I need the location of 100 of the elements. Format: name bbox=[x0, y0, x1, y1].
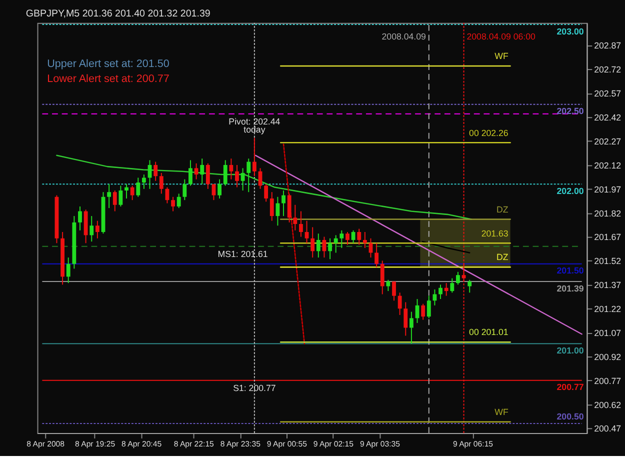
candlestick bbox=[188, 160, 192, 186]
candlestick bbox=[90, 216, 94, 242]
candlestick bbox=[235, 164, 239, 188]
candlestick bbox=[112, 190, 117, 212]
x-tick-label: 8 Apr 2008 bbox=[26, 439, 66, 448]
x-tick-label: 8 Apr 19:25 bbox=[74, 439, 116, 448]
x-tick-label: 8 Apr 20:45 bbox=[122, 439, 162, 448]
candlestick bbox=[229, 158, 234, 180]
candlestick bbox=[450, 278, 454, 294]
y-tick-label: 202.27 bbox=[594, 136, 622, 146]
candlestick bbox=[159, 172, 164, 194]
candlestick bbox=[276, 196, 280, 226]
y-tick-label: 200.47 bbox=[594, 424, 622, 434]
ref-line-label: 200.77 bbox=[556, 382, 584, 392]
candlestick bbox=[386, 279, 390, 292]
candlestick bbox=[287, 193, 292, 223]
candlestick bbox=[223, 160, 228, 186]
series-label: WF bbox=[494, 51, 509, 62]
candlestick bbox=[171, 196, 175, 212]
candlestick bbox=[444, 282, 448, 296]
candlestick bbox=[200, 158, 204, 185]
candlestick bbox=[124, 184, 128, 199]
chart-title: GBPJPY,M5 201.36 201.40 201.32 201.39 bbox=[26, 8, 210, 20]
candlestick bbox=[293, 204, 298, 231]
candlestick bbox=[176, 193, 181, 209]
ref-line-label: 201.00 bbox=[556, 346, 584, 356]
x-tick-label: 9 Apr 03:35 bbox=[360, 439, 401, 448]
line-series bbox=[56, 154, 472, 220]
y-tick-label: 201.97 bbox=[594, 184, 622, 194]
candlestick bbox=[78, 206, 82, 231]
ref-line-label: 2008.04.09 06:00 bbox=[466, 32, 536, 42]
candlestick bbox=[421, 303, 426, 320]
candlestick bbox=[432, 288, 437, 306]
candlestick bbox=[346, 232, 350, 246]
ref-line-label: 201.39 bbox=[556, 283, 584, 294]
x-tick-label: 8 Apr 22:15 bbox=[174, 439, 215, 448]
candlestick bbox=[299, 210, 303, 238]
y-tick-label: 202.72 bbox=[594, 64, 622, 75]
x-tick-label: 8 Apr 23:35 bbox=[220, 439, 262, 448]
y-tick-label: 200.92 bbox=[594, 352, 622, 362]
candlestick bbox=[380, 260, 384, 295]
candlestick bbox=[84, 209, 88, 244]
y-tick-label: 201.07 bbox=[594, 328, 622, 338]
candlestick bbox=[66, 257, 70, 284]
series-label: DZ bbox=[496, 252, 509, 262]
candlestick bbox=[310, 226, 315, 258]
candlestick bbox=[328, 238, 332, 260]
candlestick bbox=[252, 137, 256, 177]
candlestick bbox=[374, 242, 379, 268]
candlestick bbox=[240, 168, 245, 191]
series-label: WF bbox=[494, 407, 509, 418]
candlestick bbox=[340, 230, 344, 248]
candlestick bbox=[468, 279, 472, 294]
y-tick-label: 201.52 bbox=[594, 256, 622, 266]
x-tick-label: 9 Apr 06:15 bbox=[452, 439, 494, 448]
series-label: 201.63 bbox=[481, 228, 508, 238]
candlestick bbox=[404, 302, 408, 336]
candlestick bbox=[282, 190, 286, 217]
y-tick-label: 202.87 bbox=[594, 40, 622, 51]
candlestick bbox=[270, 192, 274, 222]
candlestick bbox=[154, 161, 158, 182]
ref-line-label: 201.50 bbox=[556, 266, 584, 276]
annotation: MS1: 201.61 bbox=[218, 249, 268, 260]
annotation: Upper Alert set at: 201.50 bbox=[47, 58, 170, 70]
candlestick bbox=[182, 178, 187, 201]
y-tick-label: 202.57 bbox=[594, 88, 622, 99]
y-tick-label: 200.77 bbox=[594, 376, 622, 386]
candlestick bbox=[246, 158, 251, 193]
candlestick bbox=[357, 228, 362, 246]
candlestick bbox=[95, 220, 100, 239]
candlestick bbox=[362, 232, 367, 248]
ref-line-label: 200.50 bbox=[556, 412, 584, 422]
candlestick bbox=[398, 292, 402, 316]
candlestick bbox=[206, 162, 210, 190]
annotation: S1: 200.77 bbox=[233, 383, 276, 394]
candlestick bbox=[130, 185, 134, 201]
y-tick-label: 201.37 bbox=[594, 280, 622, 290]
candlestick bbox=[107, 184, 112, 209]
candlestick bbox=[142, 174, 146, 190]
candlestick bbox=[392, 280, 396, 302]
y-tick-label: 202.42 bbox=[594, 112, 622, 123]
series-label: 00 202.26 bbox=[469, 128, 508, 138]
candlestick bbox=[218, 178, 222, 199]
ref-line-label: 202.50 bbox=[556, 106, 584, 116]
y-tick-label: 200.62 bbox=[594, 400, 622, 410]
annotation: Lower Alert set at: 200.77 bbox=[47, 72, 170, 85]
candlestick bbox=[334, 234, 338, 254]
candlestick bbox=[409, 311, 414, 344]
ref-line-label: 2008.04.09 bbox=[382, 32, 426, 42]
candlestick bbox=[304, 220, 309, 244]
y-tick-label: 202.12 bbox=[594, 160, 622, 170]
y-tick-label: 201.67 bbox=[594, 232, 622, 242]
candlestick bbox=[264, 184, 268, 202]
ref-line-label: 202.00 bbox=[556, 186, 584, 196]
x-tick-label: 9 Apr 02:15 bbox=[313, 439, 354, 448]
x-tick-label: 9 Apr 00:55 bbox=[266, 439, 308, 448]
candlestick bbox=[212, 184, 216, 201]
annotation: today bbox=[244, 124, 266, 135]
y-tick-label: 201.22 bbox=[594, 304, 622, 314]
candlestick bbox=[438, 284, 442, 300]
